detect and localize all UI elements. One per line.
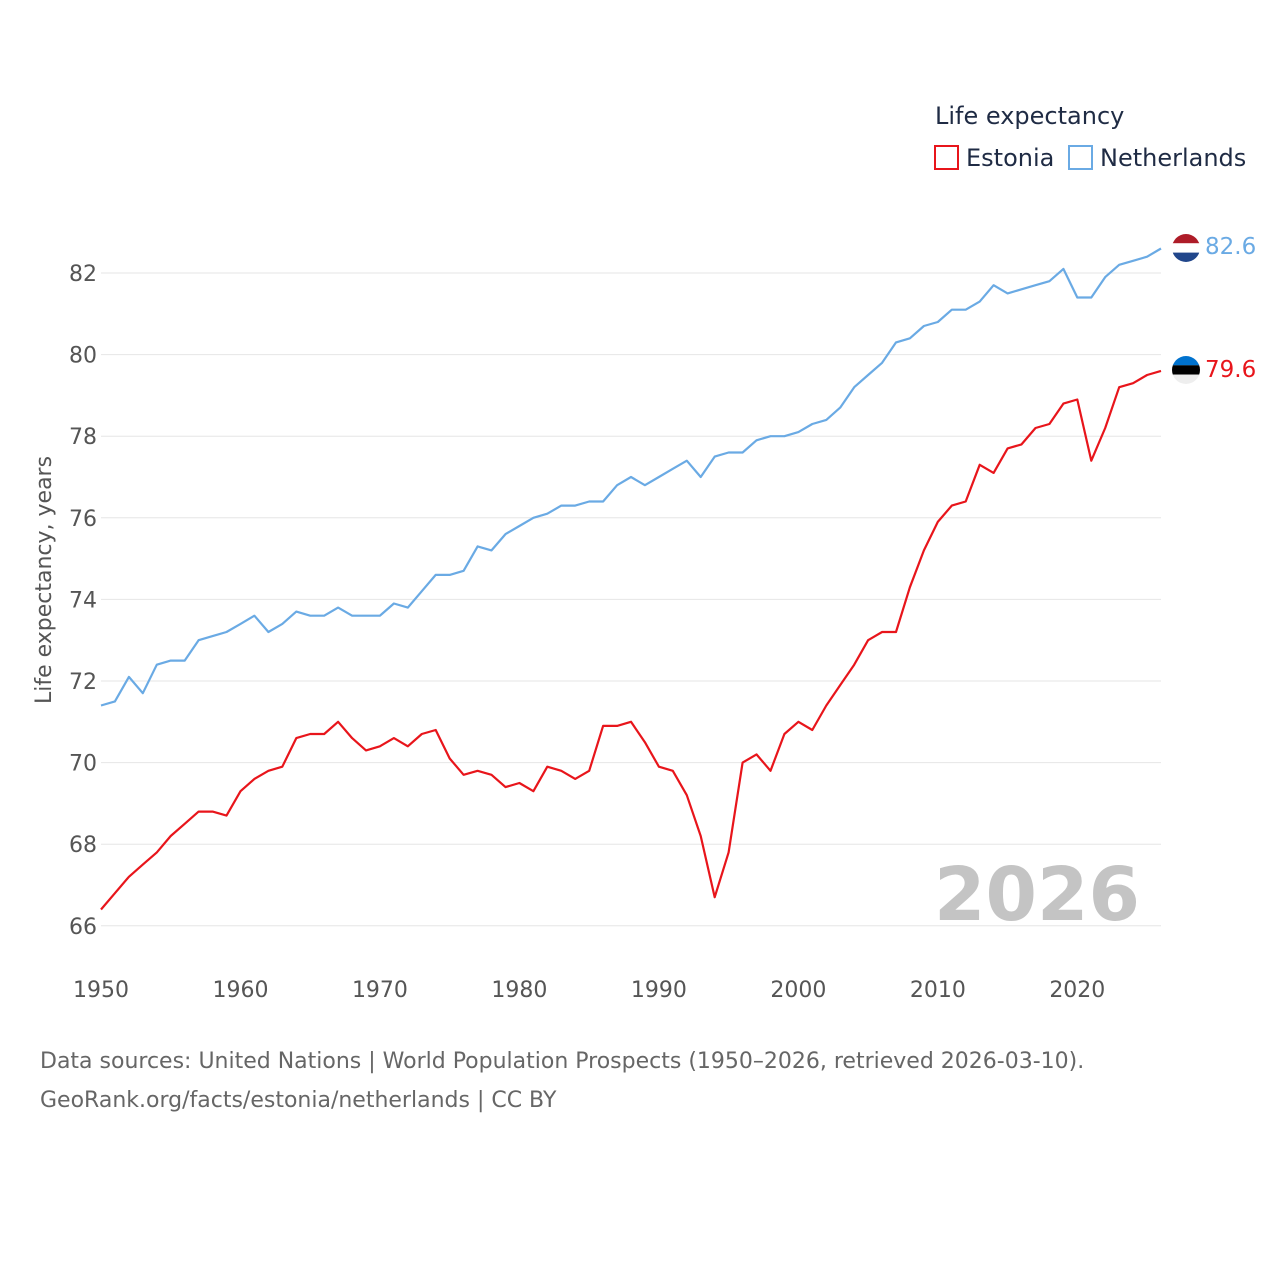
y-tick-label: 72	[69, 670, 97, 695]
series-line-netherlands	[100, 247, 1162, 707]
estonia-flag-icon	[1172, 356, 1200, 384]
year-watermark: 2026	[934, 852, 1140, 938]
legend-swatch-estonia	[934, 145, 959, 170]
legend-label-estonia: Estonia	[966, 144, 1054, 172]
series-line-estonia	[100, 369, 1162, 911]
y-tick-label: 80	[69, 344, 97, 369]
source-note: Data sources: United Nations | World Pop…	[40, 1042, 1084, 1120]
y-tick-label: 76	[69, 507, 97, 532]
y-axis-ticks: 66 68 70 72 74 76 78 80 82	[69, 262, 97, 940]
y-tick-label: 68	[69, 833, 97, 858]
y-tick-label: 70	[69, 752, 97, 777]
netherlands-flag-icon	[1172, 234, 1200, 262]
x-axis-ticks: 1950 1960 1970 1980 1990 2000 2010 2020	[73, 978, 1105, 1003]
y-tick-label: 82	[69, 262, 97, 287]
y-tick-label: 74	[69, 588, 97, 613]
legend-swatch-netherlands	[1068, 145, 1093, 170]
x-tick-label: 1970	[352, 978, 408, 1003]
y-tick-label: 66	[69, 915, 97, 940]
end-label-estonia: 79.6	[1205, 357, 1256, 383]
y-tick-label: 78	[69, 425, 97, 450]
x-tick-label: 1960	[212, 978, 268, 1003]
x-tick-label: 1980	[491, 978, 547, 1003]
legend-label-netherlands: Netherlands	[1100, 144, 1246, 172]
x-tick-label: 2000	[770, 978, 826, 1003]
source-line-2: GeoRank.org/facts/estonia/netherlands | …	[40, 1088, 557, 1113]
y-axis-title: Life expectancy, years	[32, 456, 57, 704]
legend-title: Life expectancy	[935, 102, 1124, 130]
series-lines	[100, 247, 1162, 911]
source-line-1: Data sources: United Nations | World Pop…	[40, 1049, 1085, 1074]
x-tick-label: 2010	[910, 978, 966, 1003]
line-chart: Life expectancy Estonia Netherlands 66 68…	[32, 102, 1256, 1003]
x-tick-label: 1990	[631, 978, 687, 1003]
gridlines	[101, 272, 1161, 927]
end-label-netherlands: 82.6	[1205, 234, 1256, 260]
x-tick-label: 2020	[1049, 978, 1105, 1003]
x-tick-label: 1950	[73, 978, 129, 1003]
